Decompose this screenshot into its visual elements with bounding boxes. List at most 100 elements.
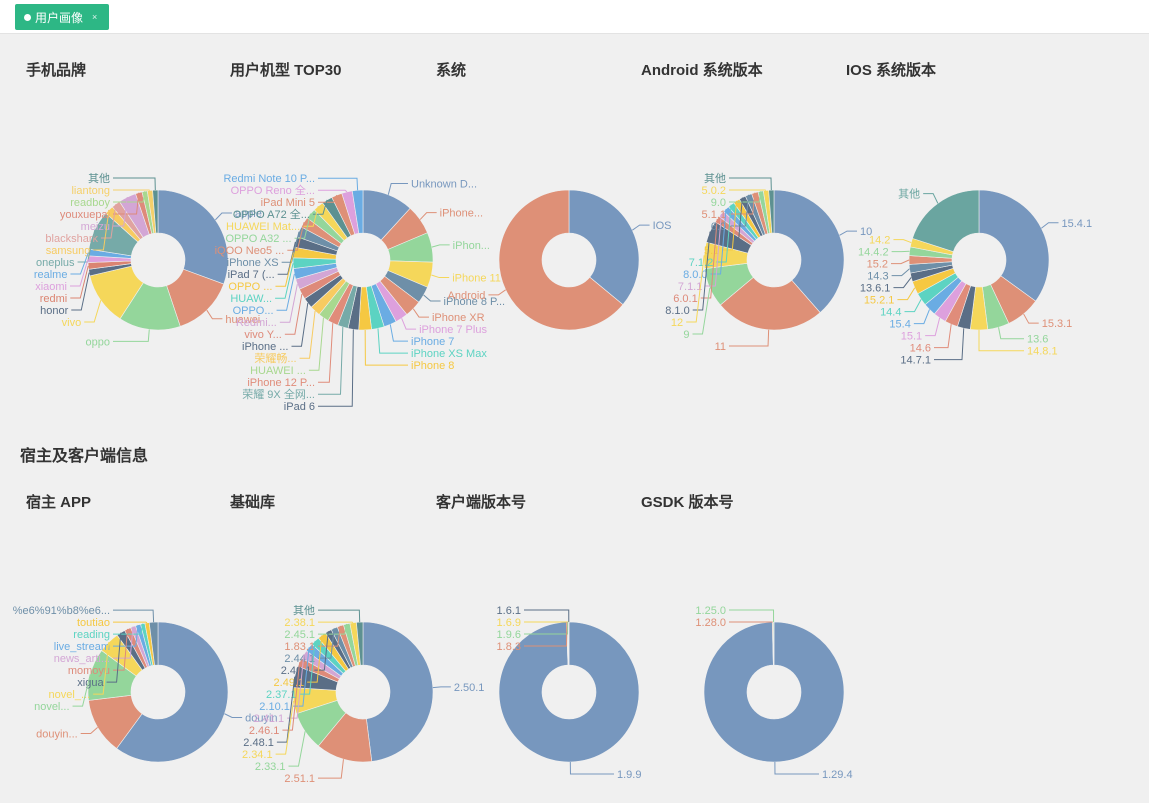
pie-slice[interactable] xyxy=(498,621,640,763)
label-leader-line xyxy=(275,252,294,287)
pie-slice[interactable] xyxy=(351,189,364,234)
slice-label: 9 xyxy=(683,329,689,341)
chart-title-system: 系统 xyxy=(436,62,467,79)
tab-user-profile[interactable]: 用户画像 × xyxy=(15,4,110,30)
label-leader-line xyxy=(716,204,732,263)
label-leader-line xyxy=(686,255,705,323)
label-leader-line xyxy=(839,230,857,236)
slice-label: 其他 xyxy=(88,172,110,185)
slice-label: momoyu xyxy=(68,665,110,677)
slice-label: 14.3 xyxy=(867,271,888,283)
chart-title-base-lib: 基础库 xyxy=(230,494,276,511)
slice-label: huawei xyxy=(225,314,260,326)
slice-label: iPhone 8 xyxy=(411,360,454,372)
label-leader-line xyxy=(387,183,408,195)
pie-slice[interactable] xyxy=(148,621,159,666)
slice-label: 1.9.6 xyxy=(497,629,521,641)
slice-label: 5.1.1 xyxy=(702,209,726,221)
slice-label: 1.8.3 xyxy=(497,641,521,653)
label-leader-line xyxy=(80,727,98,734)
active-dot-icon xyxy=(24,13,31,21)
slice-label: 13.6 xyxy=(1027,334,1048,346)
close-icon[interactable]: × xyxy=(92,12,98,22)
label-leader-line xyxy=(401,318,417,330)
label-leader-line xyxy=(275,700,295,755)
pie-slice[interactable] xyxy=(912,189,980,253)
pie-slice[interactable] xyxy=(152,189,159,234)
label-leader-line xyxy=(423,294,441,302)
label-leader-line xyxy=(113,192,140,215)
label-leader-line xyxy=(72,674,91,707)
slice-label: 2.33.1 xyxy=(255,761,286,773)
label-leader-line xyxy=(224,713,243,718)
slice-label: iPad Mini 5 xyxy=(261,197,315,209)
label-leader-line xyxy=(71,272,90,311)
label-leader-line xyxy=(893,239,912,244)
slice-label: 2.38.1 xyxy=(284,617,315,629)
slice-label: OPPO... xyxy=(233,305,274,317)
chart-title-host-app: 宿主 APP xyxy=(26,494,92,511)
label-leader-line xyxy=(524,622,569,635)
label-leader-line xyxy=(113,621,148,624)
slice-label: 14.2 xyxy=(869,235,890,247)
chart-title-phone-brand: 手机品牌 xyxy=(26,62,87,79)
label-leader-line xyxy=(291,302,309,347)
slice-label: Android xyxy=(448,290,486,302)
label-leader-line xyxy=(891,268,910,277)
label-leader-line xyxy=(923,193,939,204)
slice-label: Unknown D... xyxy=(411,179,477,191)
slice-label: vivo xyxy=(62,317,82,329)
slice-label: samsung xyxy=(46,245,91,257)
label-leader-line xyxy=(389,324,408,342)
label-leader-line xyxy=(729,191,762,203)
slice-label: 15.4 xyxy=(889,319,910,331)
slice-label: 2.37.1 xyxy=(266,689,297,701)
slice-label: iPhone 7 xyxy=(411,336,454,348)
pie-slice[interactable] xyxy=(157,189,229,285)
slice-label: novel_... xyxy=(49,689,91,701)
slice-label: douyin xyxy=(245,712,277,724)
slice-label: 1.28.0 xyxy=(695,617,726,629)
slice-label: vivo Y... xyxy=(244,329,282,341)
label-leader-line xyxy=(276,273,295,311)
chart-title-ios-version: IOS 系统版本 xyxy=(846,62,937,79)
pie-slice[interactable] xyxy=(768,189,775,234)
slice-label: 2.40.1 xyxy=(281,665,312,677)
slice-label: iPad 7 (... xyxy=(228,269,275,281)
pie-slice[interactable] xyxy=(498,189,624,331)
slice-label: 1.29.4 xyxy=(822,769,853,781)
slice-label: 6.0.1 xyxy=(673,293,697,305)
pie-slice[interactable] xyxy=(772,621,775,666)
slice-label: 1.83.1 xyxy=(284,641,315,653)
label-leader-line xyxy=(729,192,756,215)
pie-slice[interactable] xyxy=(719,276,821,331)
label-leader-line xyxy=(113,628,129,671)
slice-label: 1.9.9 xyxy=(617,769,641,781)
label-leader-line xyxy=(318,625,341,647)
label-leader-line xyxy=(314,631,329,671)
pie-slice[interactable] xyxy=(773,189,845,314)
label-leader-line xyxy=(419,212,437,220)
pie-slice[interactable] xyxy=(703,621,845,763)
label-leader-line xyxy=(113,191,146,203)
chart-title-device-top30: 用户机型 TOP30 xyxy=(230,62,342,79)
slice-label: 15.2 xyxy=(867,259,888,271)
pie-slice[interactable] xyxy=(568,189,640,306)
label-leader-line xyxy=(488,289,506,296)
slice-label: 2.50.1 xyxy=(454,682,485,694)
label-leader-line xyxy=(318,759,344,779)
slice-label: 15.2.1 xyxy=(864,295,895,307)
label-leader-line xyxy=(318,323,334,383)
pie-slice[interactable] xyxy=(356,621,364,666)
pie-slice[interactable] xyxy=(978,189,1050,302)
slice-label: 15.3.1 xyxy=(1042,318,1073,330)
label-leader-line xyxy=(93,209,110,251)
pie-slice[interactable] xyxy=(362,621,434,762)
slice-label: 7.1.1 xyxy=(678,281,702,293)
pie-slice[interactable] xyxy=(116,621,229,763)
slice-label: blackshark xyxy=(45,233,98,245)
